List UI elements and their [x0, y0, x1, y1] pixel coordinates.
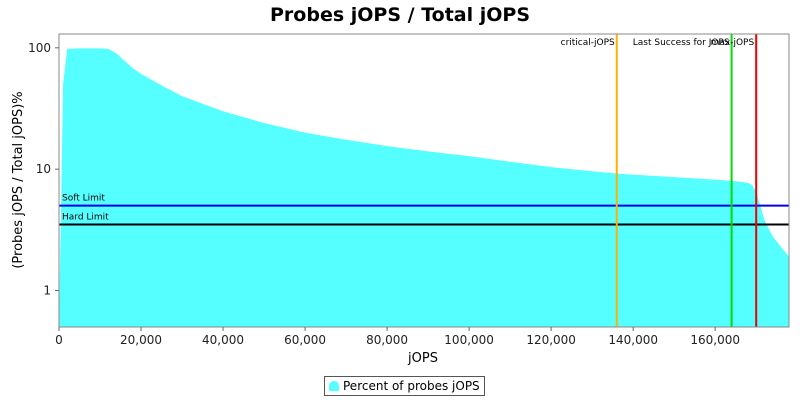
axis-layer: 0 20,000 40,000 60,000 80,000 100,000 120,000 1… [28, 33, 790, 347]
y-tick-label: 100 [28, 41, 51, 55]
legend: Percent of probes jOPS [324, 376, 485, 396]
series-layer [59, 48, 789, 328]
x-axis-label: jOPS [407, 351, 438, 366]
horizontal-marker-label: Hard Limit [62, 212, 109, 222]
legend-label: Percent of probes jOPS [343, 379, 480, 393]
x-tick-label: 0 [55, 333, 63, 347]
legend-swatch [329, 381, 339, 391]
vertical-marker-label: Last Success for JOPS [633, 38, 730, 48]
marker-layer: Soft Limit Hard Limit critical-jOPS Last Su… [59, 34, 789, 327]
plot-border [58, 33, 790, 328]
y-tick-label: 1 [43, 283, 51, 297]
x-tick-label: 100,000 [444, 333, 494, 347]
x-tick-label: 60,000 [284, 333, 326, 347]
x-tick-label: 20,000 [120, 333, 162, 347]
x-tick-label: 160,000 [690, 333, 740, 347]
x-tick-label: 80,000 [366, 333, 408, 347]
series-area-0 [59, 48, 789, 328]
x-tick-label: 120,000 [526, 333, 576, 347]
vertical-marker-label: max-jOPS [711, 38, 755, 48]
x-tick-label: 40,000 [202, 333, 244, 347]
chart-title: Probes jOPS / Total jOPS [270, 4, 530, 26]
y-axis-label: (Probes jOPS / Total jOPS)% [11, 91, 26, 268]
vertical-marker-label: critical-jOPS [561, 38, 615, 48]
horizontal-marker-label: Soft Limit [62, 194, 105, 204]
x-tick-label: 140,000 [608, 333, 658, 347]
y-tick-label: 10 [36, 162, 51, 176]
